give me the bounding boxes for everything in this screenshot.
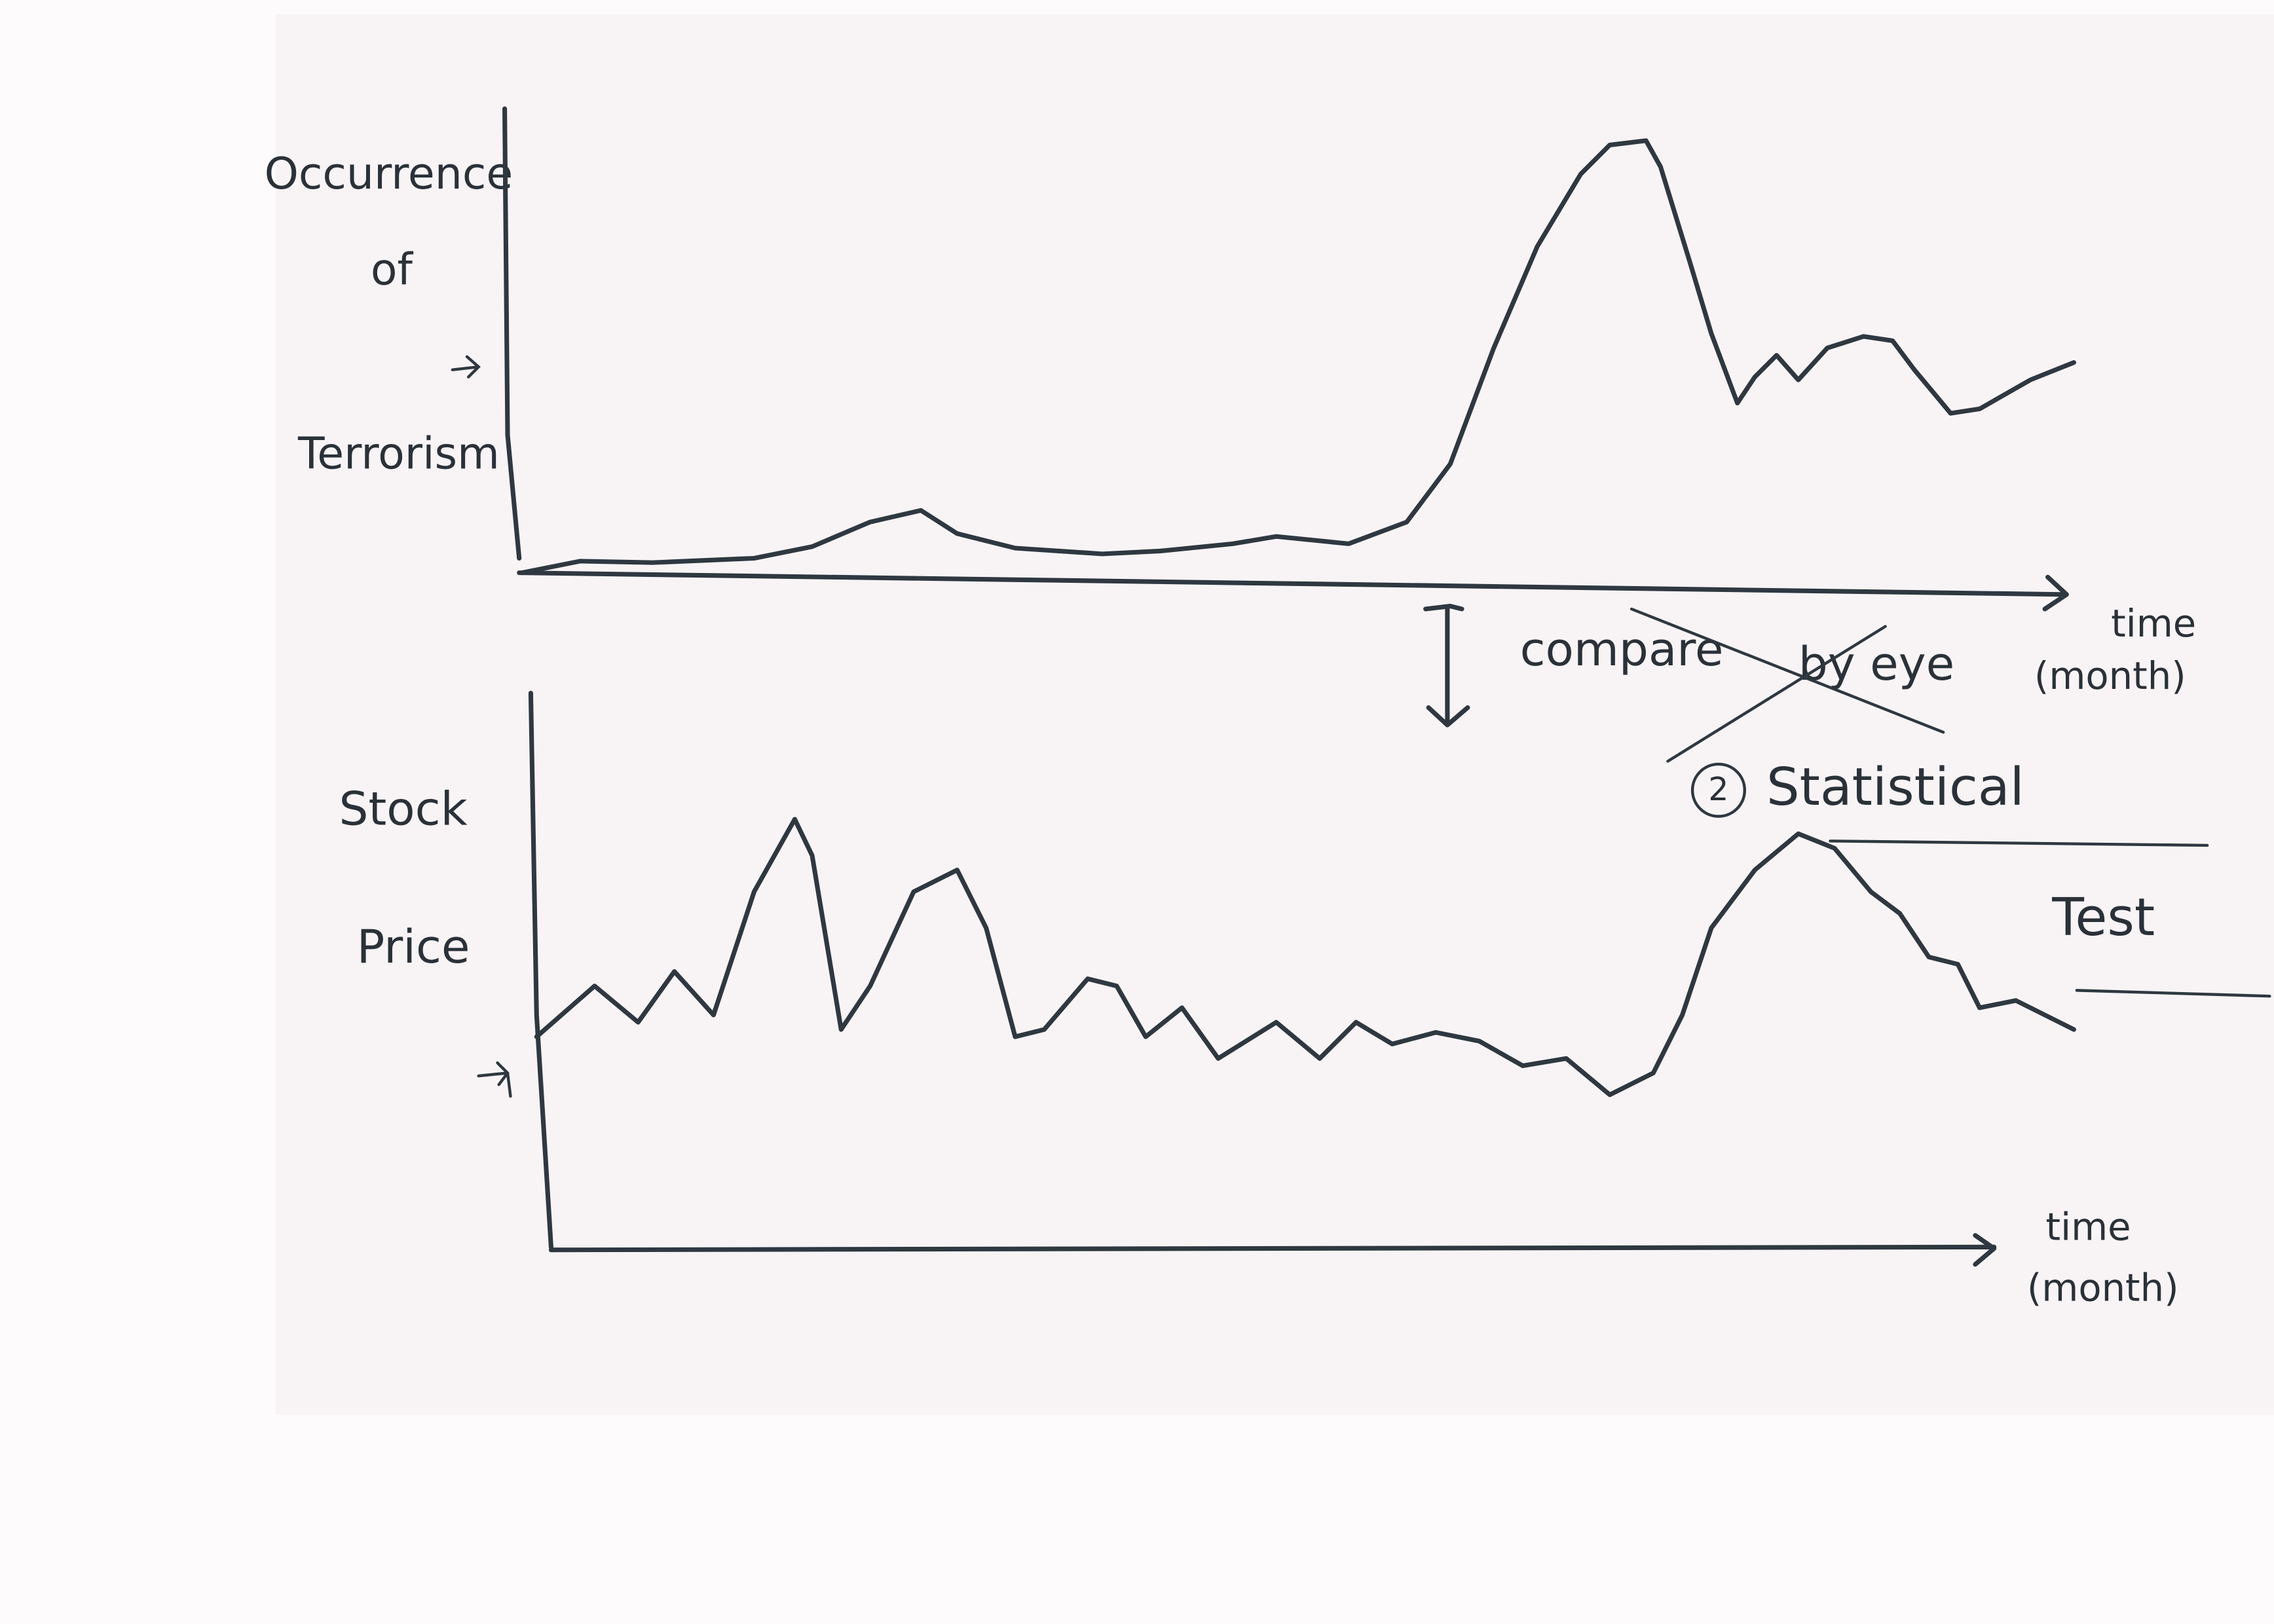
strike-lines	[1630, 607, 1945, 763]
method-text: Test	[2051, 887, 2155, 948]
x-axis	[517, 570, 2069, 612]
method-number: 2	[1708, 771, 1728, 808]
stock-curve	[534, 817, 2076, 1098]
arrow	[477, 1061, 512, 1098]
x-label: (month)	[2034, 654, 2186, 698]
compare-text: compare	[1520, 622, 1724, 676]
y-axis	[528, 690, 553, 1249]
y-axis	[502, 106, 522, 561]
underline	[2075, 989, 2271, 998]
y-label: Stock	[339, 782, 468, 836]
x-label: time	[2046, 1205, 2131, 1249]
x-label: time	[2111, 602, 2196, 646]
number-circle	[1690, 762, 1746, 818]
y-label: of	[371, 244, 414, 295]
y-label: Terrorism	[297, 428, 500, 479]
terrorism-curve	[519, 138, 2076, 576]
underline	[1829, 840, 2209, 847]
y-label: Occurrence	[265, 148, 513, 199]
paper	[275, 14, 2274, 1416]
y-label: Price	[357, 919, 470, 974]
double-arrow	[1423, 604, 1470, 728]
arrow	[451, 355, 481, 378]
method-text: Statistical	[1766, 756, 2024, 817]
x-axis	[548, 1233, 1997, 1267]
x-label: (month)	[2027, 1266, 2179, 1310]
